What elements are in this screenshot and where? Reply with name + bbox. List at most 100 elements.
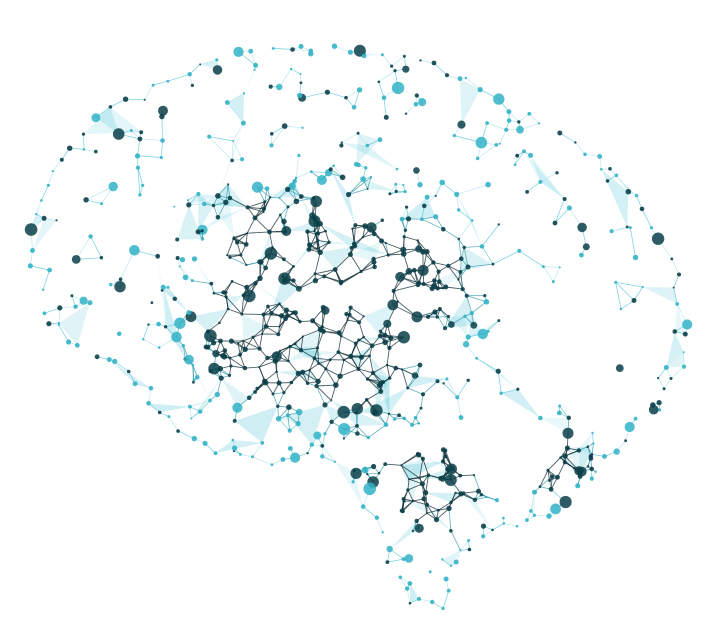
network-node (479, 493, 484, 497)
network-facet (401, 461, 444, 480)
network-node (301, 335, 304, 338)
network-node (413, 415, 418, 420)
network-link (322, 456, 336, 463)
network-node (46, 183, 51, 187)
network-facet (324, 404, 344, 422)
network-node (166, 79, 170, 83)
network-node (383, 422, 389, 428)
network-node (27, 263, 33, 269)
network-node (299, 81, 303, 85)
network-node (388, 335, 394, 341)
network-link (236, 242, 242, 256)
network-node (310, 195, 323, 208)
network-node (308, 368, 311, 372)
network-node (122, 96, 129, 102)
network-node (313, 272, 317, 276)
network-node (467, 547, 472, 552)
network-link (243, 336, 254, 342)
network-link (348, 188, 368, 195)
network-node (279, 313, 285, 319)
network-facet (468, 320, 499, 338)
network-link (554, 207, 570, 224)
network-node (357, 338, 361, 342)
network-link (466, 295, 487, 303)
network-link (353, 225, 356, 244)
network-node (502, 522, 506, 525)
network-node (87, 300, 93, 306)
network-node (233, 46, 244, 58)
network-link (463, 490, 479, 494)
network-node (329, 419, 334, 424)
network-link (315, 269, 336, 275)
network-node (356, 162, 361, 168)
network-node (81, 132, 86, 136)
network-link (208, 136, 233, 161)
network-link (443, 228, 460, 240)
network-node (387, 345, 392, 351)
network-node (239, 253, 243, 257)
network-link (233, 232, 248, 240)
network-node (238, 352, 243, 357)
network-node (244, 284, 250, 290)
network-links (29, 45, 688, 609)
network-node (368, 354, 371, 358)
network-node (633, 416, 638, 421)
network-facet (320, 223, 389, 255)
network-link (327, 91, 347, 99)
network-node (208, 398, 212, 403)
network-node (574, 141, 577, 144)
network-node (55, 219, 58, 222)
network-link (447, 258, 462, 267)
network-facet (32, 218, 57, 251)
network-node (493, 93, 505, 105)
network-node (400, 251, 407, 257)
network-node (461, 491, 466, 496)
network-link (229, 197, 248, 208)
network-node (432, 309, 438, 315)
network-node (148, 385, 154, 391)
network-link (368, 424, 387, 438)
network-link (287, 415, 291, 431)
network-node (73, 304, 78, 309)
network-link (148, 403, 160, 413)
network-node (435, 379, 440, 384)
network-link (231, 140, 234, 161)
network-link (322, 326, 340, 334)
network-node (300, 369, 306, 375)
network-node (405, 205, 409, 209)
network-node (209, 281, 214, 286)
network-node (583, 152, 587, 157)
network-facet (227, 93, 245, 124)
network-node (271, 246, 274, 249)
network-node (648, 404, 659, 415)
network-link (254, 217, 270, 233)
network-node (306, 247, 312, 252)
network-link (239, 340, 244, 355)
network-node (320, 444, 325, 448)
network-node (357, 320, 362, 325)
network-node (682, 319, 693, 330)
network-link (137, 155, 162, 158)
network-node (449, 529, 453, 533)
network-node (625, 225, 629, 229)
network-node (562, 427, 574, 439)
network-node (602, 454, 607, 459)
network-node (342, 358, 346, 362)
network-node (366, 473, 369, 476)
network-link (463, 247, 469, 268)
network-link (419, 458, 424, 479)
network-node (59, 157, 64, 162)
network-node (191, 256, 198, 262)
network-node (139, 130, 144, 135)
network-node (416, 239, 419, 242)
network-link (400, 464, 420, 479)
network-node (82, 148, 86, 151)
network-facet (191, 308, 229, 332)
network-facet (191, 378, 222, 419)
network-link (48, 170, 54, 186)
network-node (551, 280, 555, 284)
network-link (316, 384, 336, 387)
network-node (356, 131, 360, 135)
network-link (300, 349, 315, 359)
network-node (320, 304, 326, 311)
